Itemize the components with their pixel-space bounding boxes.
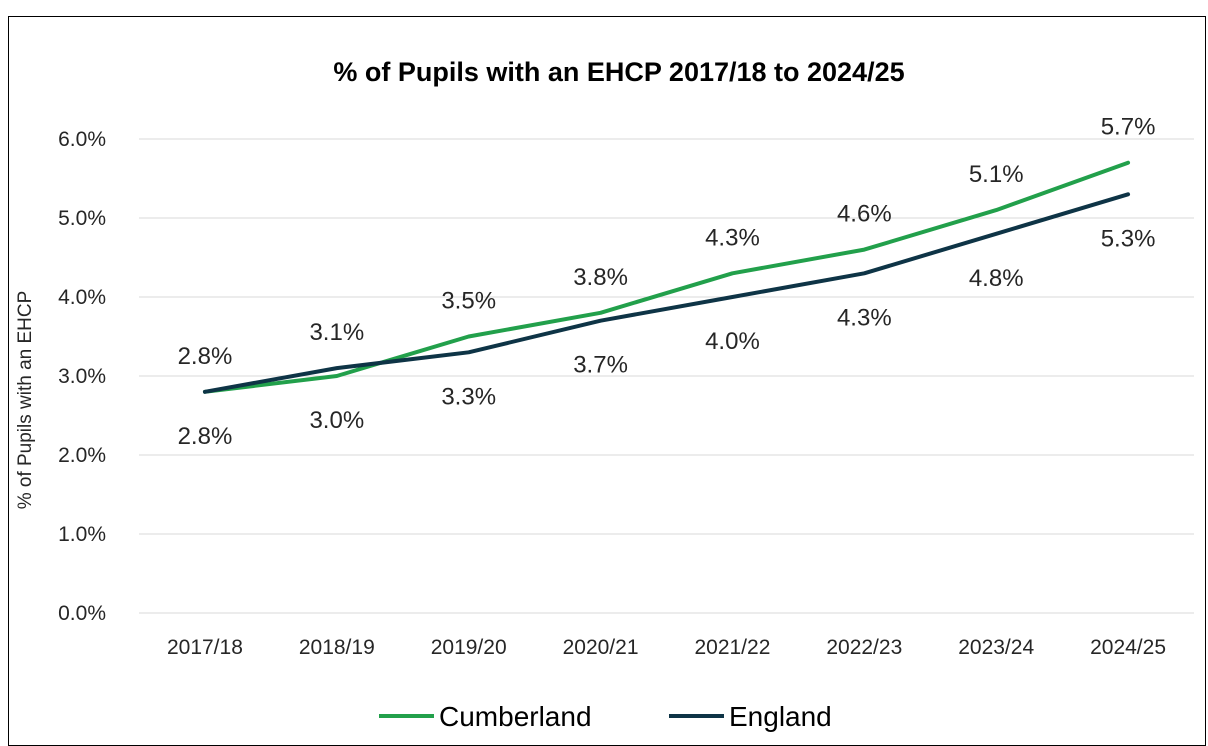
data-label: 3.8% [573,264,628,291]
data-label: 5.1% [969,161,1024,188]
series-lines [202,160,1131,394]
data-label: 4.3% [837,304,892,331]
data-labels: 2.8% 2.8% 3.0% 3.1% 3.5% 3.3% 3.8% 3.7% 4.3% 4.0%… [178,114,1156,450]
y-tick-label: 5.0% [58,207,106,230]
x-tick-label: 2022/23 [826,636,902,659]
y-axis-label: % of Pupils with an EHCP [15,291,36,510]
x-tick-label: 2018/19 [299,636,375,659]
legend-label: England [729,701,832,732]
data-label: 3.3% [441,383,496,410]
data-label: 4.8% [969,265,1024,292]
data-label: 5.3% [1101,225,1156,252]
y-tick-label: 0.0% [58,602,106,625]
x-tick-label: 2020/21 [563,636,639,659]
x-tick-label: 2017/18 [167,636,243,659]
gridlines [139,138,1194,614]
y-tick-label: 6.0% [58,128,106,151]
series-line-england [202,192,1131,394]
y-axis-ticks: 0.0% 1.0% 2.0% 3.0% 4.0% 5.0% 6.0% [58,128,106,625]
data-label: 3.7% [573,352,628,379]
data-label: 4.0% [705,328,760,355]
data-label: 2.8% [178,423,233,450]
data-label: 2.8% [178,343,233,370]
chart-title: % of Pupils with an EHCP 2017/18 to 2024… [333,57,904,87]
legend-label: Cumberland [439,701,592,732]
y-tick-label: 1.0% [58,523,106,546]
series-line-cumberland [202,160,1131,394]
data-label: 4.6% [837,201,892,228]
data-label: 4.3% [705,224,760,251]
x-tick-label: 2023/24 [958,636,1034,659]
legend: Cumberland England [379,701,832,732]
y-tick-label: 2.0% [58,444,106,467]
data-label: 5.7% [1101,114,1156,141]
y-tick-label: 4.0% [58,286,106,309]
x-axis-ticks: 2017/18 2018/19 2019/20 2020/21 2021/22 2022/… [167,636,1166,659]
chart-frame: % of Pupils with an EHCP 2017/18 to 2024… [8,16,1206,746]
line-chart: % of Pupils with an EHCP 2017/18 to 2024… [15,57,1194,732]
x-tick-label: 2024/25 [1090,636,1166,659]
y-tick-label: 3.0% [58,365,106,388]
x-tick-label: 2019/20 [431,636,507,659]
data-label: 3.5% [441,288,496,315]
data-label: 3.0% [309,407,364,434]
data-label: 3.1% [309,319,364,346]
x-tick-label: 2021/22 [694,636,770,659]
